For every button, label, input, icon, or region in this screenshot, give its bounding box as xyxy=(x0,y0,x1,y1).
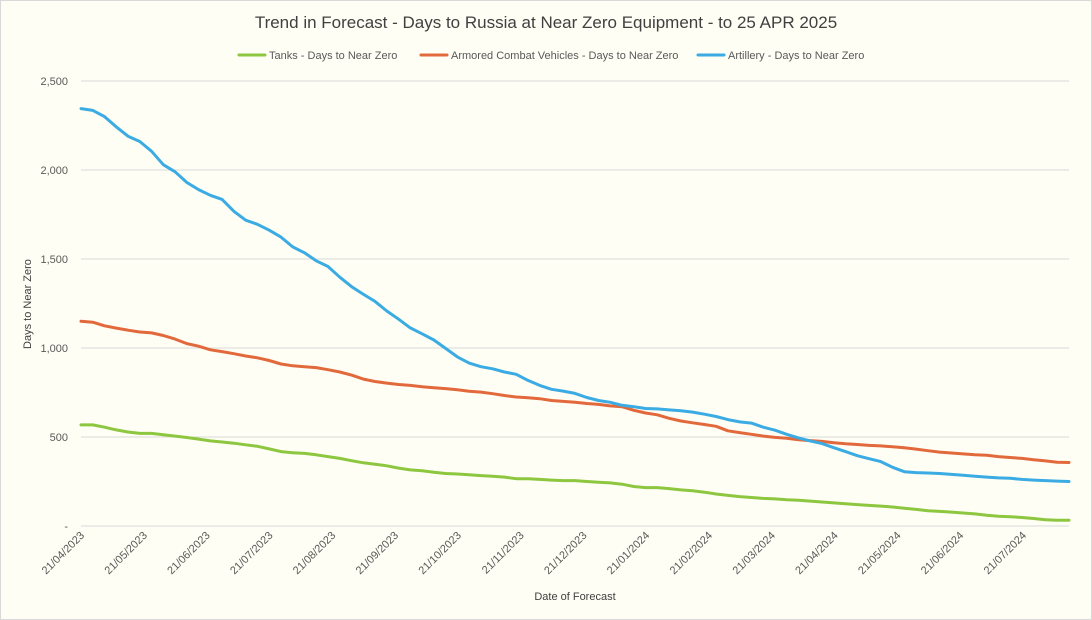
y-tick-label: 500 xyxy=(50,432,68,444)
series-line-artillery xyxy=(79,107,1071,483)
series-line-tanks xyxy=(79,423,1071,522)
y-tick-label: 1,500 xyxy=(40,254,68,266)
x-axis-ticks: 21/04/2023 21/05/2023 21/06/2023 21/07/2023… xyxy=(40,530,1029,577)
x-tick-label: 21/06/2024 xyxy=(919,530,966,577)
x-tick-label: 21/04/2023 xyxy=(40,530,87,577)
x-tick-label: 21/07/2024 xyxy=(982,530,1029,577)
x-tick-label: 21/06/2023 xyxy=(165,530,212,577)
x-tick-label: 21/03/2024 xyxy=(731,530,778,577)
legend-label-tanks: Tanks - Days to Near Zero xyxy=(269,50,397,62)
y-tick-label: 2,500 xyxy=(40,76,68,88)
gridlines xyxy=(81,80,1069,527)
chart-title: Trend in Forecast - Days to Russia at Ne… xyxy=(255,13,837,32)
y-tick-label: 1,000 xyxy=(40,343,68,355)
x-tick-label: 21/02/2024 xyxy=(668,530,715,577)
y-axis-title: Days to Near Zero xyxy=(22,259,34,349)
x-axis-title: Date of Forecast xyxy=(534,591,615,603)
legend: Tanks - Days to Near Zero Armored Combat… xyxy=(237,50,864,62)
legend-label-acv: Armored Combat Vehicles - Days to Near Z… xyxy=(451,50,678,62)
x-tick-label: 21/09/2023 xyxy=(354,530,401,577)
series-layer xyxy=(79,107,1071,522)
x-tick-label: 21/04/2024 xyxy=(793,530,840,577)
series-line-acv xyxy=(79,319,1071,464)
x-tick-label: 21/11/2023 xyxy=(480,530,527,577)
legend-label-artillery: Artillery - Days to Near Zero xyxy=(728,50,864,62)
x-tick-label: 21/12/2023 xyxy=(542,530,589,577)
x-tick-label: 21/10/2023 xyxy=(417,530,464,577)
y-axis-ticks: - 500 1,000 1,500 2,000 2,500 xyxy=(40,76,68,533)
y-tick-label: - xyxy=(64,521,68,533)
x-tick-label: 21/01/2024 xyxy=(605,530,652,577)
x-tick-label: 21/05/2024 xyxy=(856,530,903,577)
x-tick-label: 21/07/2023 xyxy=(228,530,275,577)
x-tick-label: 21/08/2023 xyxy=(291,530,338,577)
y-tick-label: 2,000 xyxy=(40,165,68,177)
x-tick-label: 21/05/2023 xyxy=(103,530,150,577)
